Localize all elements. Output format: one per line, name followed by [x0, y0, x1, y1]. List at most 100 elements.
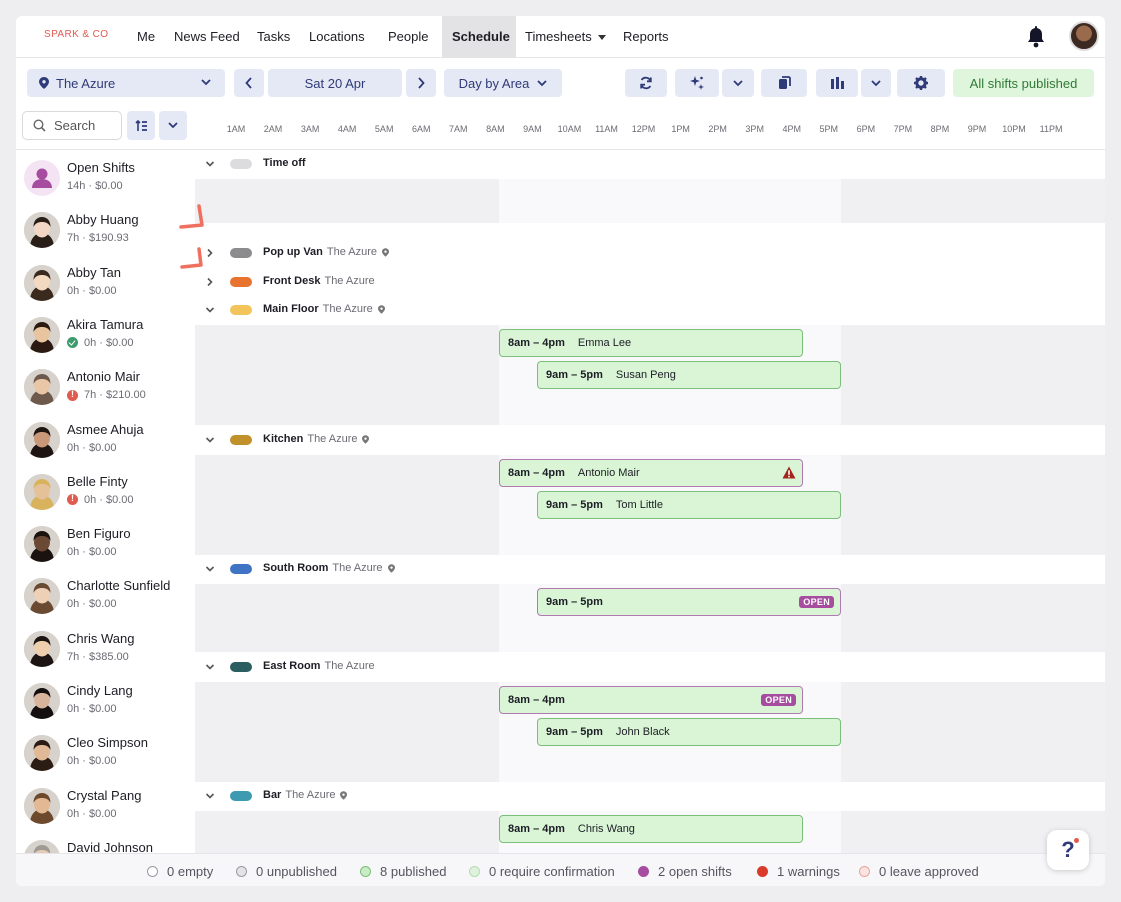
area-name: South Room [263, 562, 329, 574]
person-row[interactable]: Abby Tan 0h · $0.00 [16, 255, 194, 307]
stats-button[interactable] [816, 69, 858, 97]
person-hours-cost: 0h · $0.00 [67, 703, 117, 715]
person-meta-text: 0h · $0.00 [67, 807, 117, 820]
person-row[interactable]: Belle Finty 0h · $0.00 [16, 464, 194, 516]
person-name: Cleo Simpson [67, 735, 148, 751]
nav-reports[interactable]: Reports [623, 29, 669, 44]
person-meta-text: 0h · $0.00 [84, 336, 134, 349]
location-pin-icon [362, 434, 370, 444]
area-header-front-desk[interactable]: Front Desk The Azure [195, 268, 1105, 297]
area-header-bar[interactable]: Bar The Azure [195, 782, 1105, 811]
area-band-east-room[interactable]: 8am – 4pm OPEN 9am – 5pm John Black [195, 682, 1105, 782]
area-band-south-room[interactable]: 9am – 5pm OPEN [195, 584, 1105, 652]
view-selector[interactable]: Day by Area [444, 69, 562, 97]
area-header-south-room[interactable]: South Room The Azure [195, 555, 1105, 584]
person-row[interactable]: Asmee Ahuja 0h · $0.00 [16, 412, 194, 464]
chevron-left-icon [245, 77, 252, 89]
shift-block[interactable]: 9am – 5pm Susan Peng [537, 361, 841, 389]
person-row[interactable]: Ben Figuro 0h · $0.00 [16, 516, 194, 568]
nav-tasks[interactable]: Tasks [257, 29, 291, 44]
help-button[interactable]: ? [1047, 830, 1089, 870]
location-pin-icon [382, 247, 390, 257]
prev-day-button[interactable] [234, 69, 264, 97]
auto-schedule-button[interactable] [675, 69, 719, 97]
hour-label: 1PM [671, 124, 690, 134]
chevron-down-icon [168, 122, 178, 129]
next-day-button[interactable] [406, 69, 436, 97]
open-shift-block[interactable]: 8am – 4pm OPEN [499, 686, 803, 714]
legend-item: 0 unpublished [236, 864, 337, 879]
legend-item: 2 open shifts [638, 864, 732, 879]
area-header-main-floor[interactable]: Main Floor The Azure [195, 296, 1105, 325]
person-row[interactable]: Open Shifts 14h · $0.00 [16, 150, 194, 202]
brand-logo[interactable]: SPARK & CO [44, 29, 109, 40]
person-row[interactable]: Cindy Lang 0h · $0.00 [16, 673, 194, 725]
nav-schedule[interactable]: Schedule [442, 16, 516, 58]
legend-item: 0 leave approved [859, 864, 979, 879]
stats-menu-button[interactable] [861, 69, 891, 97]
check-circle-icon [67, 337, 78, 349]
person-row[interactable]: Akira Tamura 0h · $0.00 [16, 307, 194, 359]
person-hours-cost: 0h · $0.00 [67, 755, 117, 767]
person-row[interactable]: Antonio Mair 7h · $210.00 [16, 359, 194, 411]
shift-block[interactable]: 8am – 4pm Emma Lee [499, 329, 803, 357]
business-hours-band [499, 179, 841, 223]
nav-locations[interactable]: Locations [309, 29, 365, 44]
nav-me[interactable]: Me [137, 29, 156, 44]
nav-people[interactable]: People [388, 29, 429, 44]
location-selector[interactable]: The Azure [27, 69, 225, 97]
copy-button[interactable] [761, 69, 807, 97]
nav-timesheets[interactable]: Timesheets [515, 16, 616, 58]
person-avatar [24, 212, 60, 249]
person-hours-cost: 0h · $0.00 [67, 493, 134, 506]
shift-block[interactable]: 9am – 5pm John Black [537, 718, 841, 746]
hour-label: 6AM [411, 124, 431, 134]
area-name: Kitchen [263, 433, 304, 445]
chevron-right-icon [207, 277, 213, 287]
person-hours-cost: 0h · $0.00 [67, 546, 117, 558]
search-input[interactable]: Search [22, 111, 122, 140]
auto-schedule-menu-button[interactable] [722, 69, 754, 97]
date-picker[interactable]: Sat 20 Apr [268, 69, 402, 97]
area-band-kitchen[interactable]: 8am – 4pm Antonio Mair 9am – 5pm Tom Littl… [195, 455, 1105, 555]
area-header-east-room[interactable]: East Room The Azure [195, 653, 1105, 682]
area-band-main-floor[interactable]: 8am – 4pm Emma Lee 9am – 5pm Susan Peng [195, 325, 1105, 425]
sort-button[interactable] [127, 111, 155, 140]
sort-menu-button[interactable] [159, 111, 187, 140]
shift-block[interactable]: 9am – 5pm Tom Little [537, 491, 841, 519]
area-location: The Azure [326, 246, 378, 258]
person-row[interactable]: Charlotte Sunfield 0h · $0.00 [16, 568, 194, 620]
nav-timesheets-label: Timesheets [525, 29, 592, 44]
nav-news-feed[interactable]: News Feed [174, 29, 240, 44]
person-avatar [24, 735, 60, 772]
search-icon [33, 119, 46, 132]
area-band-bar[interactable]: 8am – 4pm Chris Wang [195, 811, 1105, 853]
settings-button[interactable] [897, 69, 945, 97]
hour-label: 4AM [337, 124, 357, 134]
user-avatar[interactable] [1069, 21, 1099, 51]
notification-bell-icon[interactable] [1026, 26, 1046, 48]
chevron-down-icon [205, 793, 215, 799]
area-header-pop-up-van[interactable]: Pop up Van The Azure [195, 239, 1105, 268]
person-row[interactable]: Chris Wang 7h · $385.00 [16, 621, 194, 673]
open-shift-block[interactable]: 9am – 5pm OPEN [537, 588, 841, 616]
publish-status-button[interactable]: All shifts published [953, 69, 1094, 97]
person-row[interactable]: Crystal Pang 0h · $0.00 [16, 778, 194, 830]
person-row[interactable]: Cleo Simpson 0h · $0.00 [16, 725, 194, 777]
shift-block[interactable]: 8am – 4pm Chris Wang [499, 815, 803, 843]
person-hours-cost: 0h · $0.00 [67, 337, 134, 349]
area-header-kitchen[interactable]: Kitchen The Azure [195, 426, 1105, 455]
shift-block[interactable]: 8am – 4pm Antonio Mair [499, 459, 803, 487]
person-hours-cost: 7h · $210.00 [67, 389, 146, 401]
person-row[interactable]: Abby Huang 7h · $190.93 [16, 202, 194, 254]
area-band-time-off[interactable] [195, 179, 1105, 223]
copy-icon [778, 76, 791, 89]
refresh-button[interactable] [625, 69, 667, 97]
location-pin-icon [377, 304, 385, 314]
hour-label: 11PM [1039, 124, 1063, 134]
shift-assignee: Antonio Mair [577, 467, 640, 479]
area-header-time-off[interactable]: Time off [195, 150, 1105, 179]
shift-time: 9am – 5pm [546, 499, 603, 511]
warning-icon[interactable] [782, 466, 796, 479]
area-label: Bar The Azure [263, 789, 348, 801]
